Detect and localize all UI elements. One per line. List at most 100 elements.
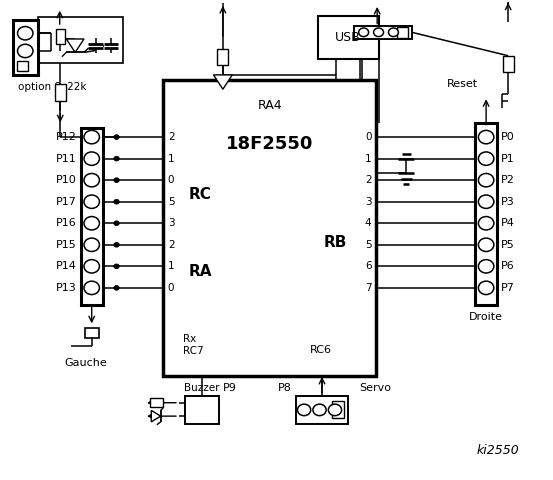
Text: 18F2550: 18F2550 — [226, 135, 314, 153]
Text: Reset: Reset — [447, 80, 478, 89]
Text: RA: RA — [188, 264, 212, 278]
Text: RA4: RA4 — [257, 99, 282, 112]
Text: 3: 3 — [168, 218, 174, 228]
Text: 0: 0 — [168, 283, 174, 293]
Bar — [85, 327, 99, 338]
Circle shape — [84, 238, 100, 252]
Text: RC: RC — [188, 187, 211, 202]
Text: 7: 7 — [365, 283, 372, 293]
Text: 2: 2 — [168, 132, 174, 142]
Text: P11: P11 — [55, 154, 76, 164]
Circle shape — [478, 195, 494, 208]
Text: P8: P8 — [278, 384, 292, 394]
Circle shape — [114, 135, 119, 140]
Circle shape — [478, 281, 494, 295]
Text: P7: P7 — [501, 283, 515, 293]
Text: P2: P2 — [501, 175, 515, 185]
Text: 1: 1 — [168, 154, 174, 164]
Text: Gauche: Gauche — [65, 359, 108, 369]
Circle shape — [114, 221, 119, 226]
Circle shape — [478, 131, 494, 144]
Polygon shape — [213, 75, 232, 89]
Circle shape — [298, 404, 311, 416]
Bar — [332, 401, 344, 418]
Circle shape — [18, 26, 33, 40]
Bar — [217, 48, 228, 65]
Circle shape — [313, 404, 326, 416]
Text: Buzzer: Buzzer — [184, 384, 220, 394]
Circle shape — [114, 242, 119, 247]
Text: P14: P14 — [55, 261, 76, 271]
Text: 0: 0 — [168, 175, 174, 185]
Bar — [81, 128, 103, 305]
Text: option 8x22k: option 8x22k — [18, 82, 87, 92]
Circle shape — [374, 28, 384, 36]
Text: RB: RB — [324, 235, 347, 250]
Text: RC6: RC6 — [310, 345, 332, 355]
Bar — [38, 17, 123, 63]
Text: P12: P12 — [55, 132, 76, 142]
Circle shape — [84, 260, 100, 273]
Text: P16: P16 — [55, 218, 76, 228]
Text: P4: P4 — [501, 218, 515, 228]
Circle shape — [18, 44, 33, 58]
Text: 5: 5 — [365, 240, 372, 250]
Circle shape — [359, 28, 369, 36]
Circle shape — [84, 173, 100, 187]
Circle shape — [114, 199, 119, 204]
Text: 2: 2 — [168, 240, 174, 250]
Bar — [397, 27, 408, 37]
Text: P3: P3 — [501, 197, 515, 207]
Text: Rx
RC7: Rx RC7 — [182, 335, 204, 356]
Bar — [13, 20, 38, 75]
Circle shape — [478, 260, 494, 273]
Text: Droite: Droite — [469, 312, 503, 322]
Bar — [475, 123, 497, 305]
Bar — [56, 29, 65, 44]
Text: Servo: Servo — [359, 384, 391, 394]
Circle shape — [84, 131, 100, 144]
Bar — [55, 84, 66, 101]
Circle shape — [478, 173, 494, 187]
Text: 6: 6 — [365, 261, 372, 271]
Bar — [296, 396, 348, 424]
Bar — [318, 16, 379, 59]
Circle shape — [84, 281, 100, 295]
Text: 3: 3 — [365, 197, 372, 207]
Bar — [185, 396, 218, 424]
Circle shape — [388, 28, 398, 36]
Text: 2: 2 — [365, 175, 372, 185]
Circle shape — [84, 216, 100, 230]
Circle shape — [114, 264, 119, 269]
Text: P1: P1 — [501, 154, 515, 164]
Circle shape — [478, 152, 494, 165]
Circle shape — [114, 286, 119, 290]
Circle shape — [328, 404, 342, 416]
Text: 4: 4 — [365, 218, 372, 228]
Text: USB: USB — [335, 31, 361, 44]
Text: 5: 5 — [168, 197, 174, 207]
Text: 1: 1 — [168, 261, 174, 271]
Text: 1: 1 — [365, 154, 372, 164]
Text: P6: P6 — [501, 261, 515, 271]
Circle shape — [478, 238, 494, 252]
Circle shape — [114, 178, 119, 182]
Polygon shape — [66, 39, 84, 52]
Text: P0: P0 — [501, 132, 515, 142]
Text: P9: P9 — [223, 384, 237, 394]
Text: P13: P13 — [55, 283, 76, 293]
Text: P15: P15 — [55, 240, 76, 250]
Polygon shape — [152, 410, 161, 422]
Bar — [17, 60, 28, 71]
Text: P5: P5 — [501, 240, 515, 250]
Bar — [164, 80, 376, 376]
Circle shape — [478, 216, 494, 230]
Bar — [354, 25, 411, 39]
Text: P10: P10 — [55, 175, 76, 185]
Text: P17: P17 — [55, 197, 76, 207]
Circle shape — [114, 156, 119, 161]
Text: 0: 0 — [365, 132, 372, 142]
Text: ki2550: ki2550 — [477, 444, 519, 457]
Circle shape — [84, 195, 100, 208]
Bar — [503, 56, 514, 72]
